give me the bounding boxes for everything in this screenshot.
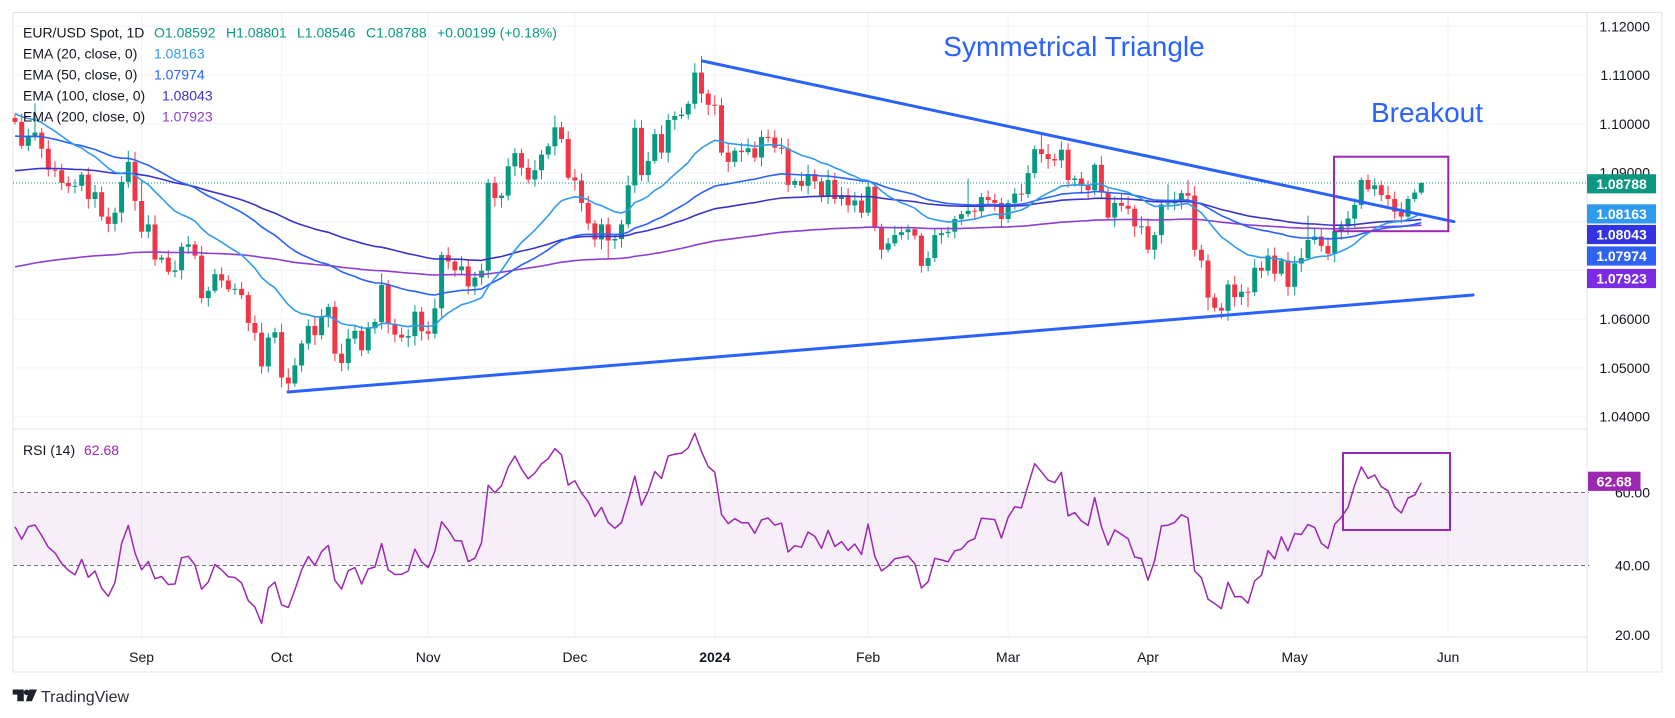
svg-text:+0.00199 (+0.18%): +0.00199 (+0.18%) — [437, 25, 557, 41]
svg-text:Mar: Mar — [996, 649, 1020, 665]
svg-text:EMA (20, close, 0): EMA (20, close, 0) — [23, 46, 137, 62]
svg-text:1.08163: 1.08163 — [154, 46, 205, 62]
svg-text:RSI (14): RSI (14) — [23, 442, 75, 458]
svg-text:1.12000: 1.12000 — [1599, 18, 1650, 34]
svg-text:1.05000: 1.05000 — [1599, 360, 1650, 376]
svg-text:1.08043: 1.08043 — [1596, 227, 1647, 243]
svg-text:1.07923: 1.07923 — [1596, 271, 1647, 287]
svg-text:Dec: Dec — [562, 649, 587, 665]
svg-text:1.08163: 1.08163 — [1596, 206, 1647, 222]
svg-text:H1.08801: H1.08801 — [226, 25, 287, 41]
svg-text:EMA (100, close, 0): EMA (100, close, 0) — [23, 88, 145, 104]
svg-text:40.00: 40.00 — [1615, 558, 1650, 574]
svg-text:1.04000: 1.04000 — [1599, 409, 1650, 425]
svg-text:1.08043: 1.08043 — [162, 88, 213, 104]
svg-text:C1.08788: C1.08788 — [366, 25, 427, 41]
svg-text:Feb: Feb — [856, 649, 880, 665]
svg-text:20.00: 20.00 — [1615, 627, 1650, 643]
svg-text:Sep: Sep — [129, 649, 154, 665]
svg-text:Apr: Apr — [1137, 649, 1159, 665]
svg-text:2024: 2024 — [699, 649, 730, 665]
svg-text:62.68: 62.68 — [84, 442, 119, 458]
svg-text:1.08788: 1.08788 — [1596, 176, 1647, 192]
svg-text:1.07974: 1.07974 — [154, 67, 205, 83]
svg-text:May: May — [1281, 649, 1307, 665]
svg-text:EUR/USD Spot, 1D: EUR/USD Spot, 1D — [23, 25, 144, 41]
svg-text:1.10000: 1.10000 — [1599, 116, 1650, 132]
svg-text:62.68: 62.68 — [1597, 473, 1632, 489]
svg-text:Oct: Oct — [271, 649, 293, 665]
svg-text:Breakout: Breakout — [1371, 97, 1483, 128]
svg-text:1.06000: 1.06000 — [1599, 311, 1650, 327]
svg-text:Symmetrical Triangle: Symmetrical Triangle — [943, 31, 1204, 62]
svg-text:TradingView: TradingView — [41, 689, 129, 706]
svg-text:Jun: Jun — [1437, 649, 1460, 665]
svg-text:EMA (50, close, 0): EMA (50, close, 0) — [23, 67, 137, 83]
svg-text:EMA (200, close, 0): EMA (200, close, 0) — [23, 109, 145, 125]
svg-text:Nov: Nov — [416, 649, 441, 665]
svg-text:O1.08592: O1.08592 — [154, 25, 216, 41]
svg-text:1.11000: 1.11000 — [1600, 67, 1650, 83]
svg-text:1.07974: 1.07974 — [1596, 248, 1647, 264]
svg-text:1.07923: 1.07923 — [162, 109, 213, 125]
svg-text:L1.08546: L1.08546 — [297, 25, 356, 41]
